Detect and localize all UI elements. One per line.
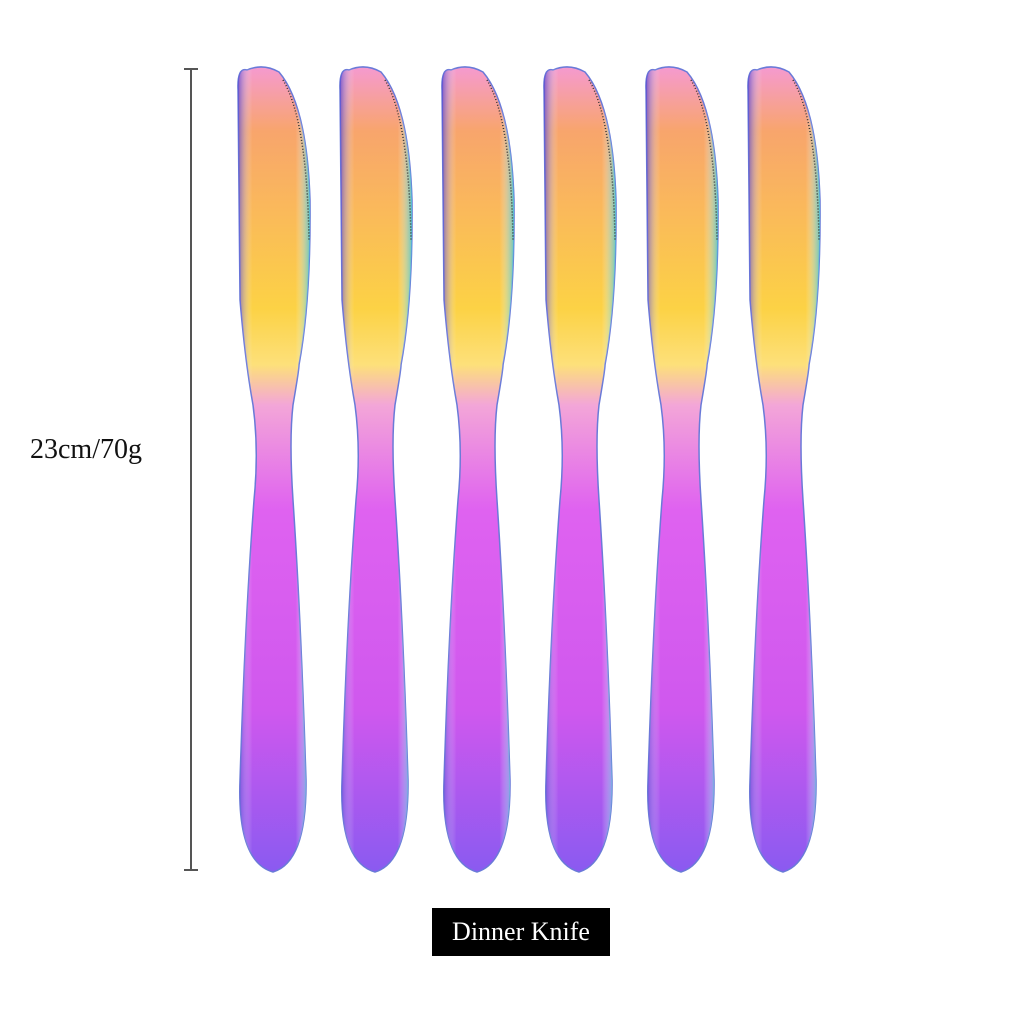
serrated-edge [588, 79, 616, 241]
knife-sheen [747, 66, 821, 872]
serrated-edge [486, 79, 514, 241]
knife-sheen [543, 66, 617, 872]
dimension-tick-top [184, 68, 198, 70]
dimension-line [190, 69, 192, 871]
serrated-edge [690, 79, 718, 241]
dimension-tick-bottom [184, 869, 198, 871]
serrated-edge [384, 79, 412, 241]
serrated-edge [282, 79, 310, 241]
knife [339, 66, 413, 873]
dimension-label: 23cm/70g [30, 434, 142, 465]
caption-label: Dinner Knife [432, 908, 610, 956]
knife-sheen [441, 66, 515, 872]
knife [441, 66, 515, 873]
serrated-edge [792, 79, 820, 241]
knife [747, 66, 821, 873]
knife-sheen [645, 66, 719, 872]
knife-sheen [339, 66, 413, 872]
knife-sheen [237, 66, 311, 872]
knife [237, 66, 311, 873]
knife [543, 66, 617, 873]
knife [645, 66, 719, 873]
